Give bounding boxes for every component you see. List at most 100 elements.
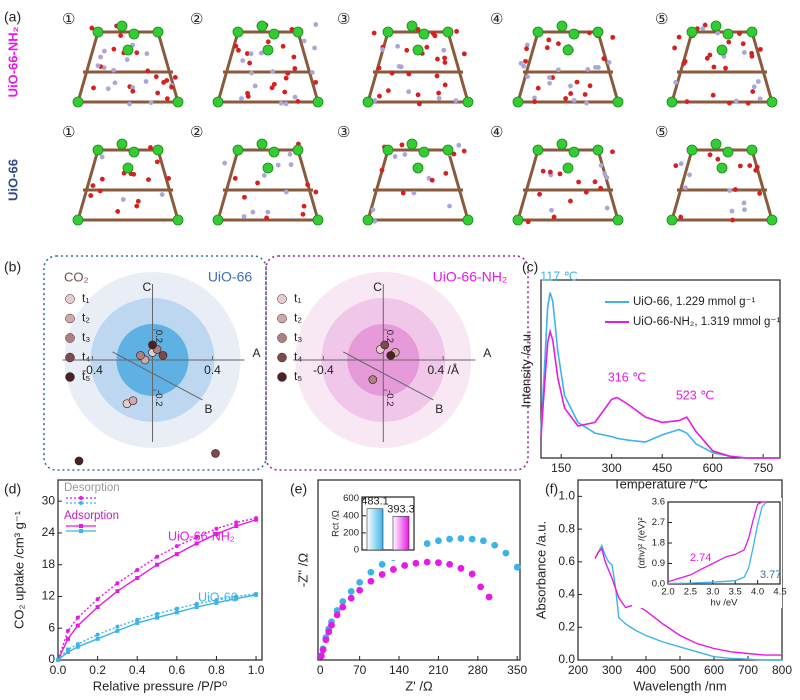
atom xyxy=(172,74,178,80)
atom xyxy=(442,60,448,65)
atom xyxy=(682,58,688,64)
atom xyxy=(532,99,538,105)
metal-node xyxy=(256,20,268,32)
metal-node xyxy=(406,138,418,150)
atom xyxy=(144,51,150,57)
metal-node xyxy=(256,138,268,150)
metal-node xyxy=(292,26,304,38)
y-tick-label: 0.6 xyxy=(558,554,575,568)
atom xyxy=(376,65,382,71)
atom xyxy=(582,92,588,97)
panel-label: (a) xyxy=(4,9,21,25)
atom xyxy=(740,41,746,47)
point xyxy=(356,578,364,586)
point xyxy=(389,566,397,573)
atom xyxy=(749,50,754,56)
marker xyxy=(214,532,219,536)
atom xyxy=(424,44,430,50)
atom xyxy=(593,64,598,70)
x-tick-label: 0.6 xyxy=(168,663,185,677)
marker xyxy=(174,610,179,615)
point xyxy=(380,340,390,350)
atom xyxy=(443,170,449,176)
atom xyxy=(521,63,527,69)
x-tick-label: 350 xyxy=(507,663,527,677)
atom xyxy=(264,215,270,221)
point xyxy=(347,594,355,602)
metal-node xyxy=(716,44,728,56)
atom xyxy=(130,88,136,94)
x-tick-label: 0.4 xyxy=(129,663,146,677)
atom xyxy=(395,43,401,49)
x-tick-label: 0.8 xyxy=(208,663,225,677)
point xyxy=(423,558,431,566)
row-label: UiO-66 xyxy=(5,159,20,201)
atom xyxy=(275,162,281,168)
legend-swatch xyxy=(65,333,75,343)
point xyxy=(367,577,375,585)
legend-marker xyxy=(79,496,83,500)
atom xyxy=(255,180,260,186)
metal-node xyxy=(442,26,454,38)
atom xyxy=(244,51,250,56)
marker xyxy=(95,597,100,602)
x-tick-label: 600 xyxy=(703,461,723,475)
metal-node xyxy=(406,20,418,32)
metal-node xyxy=(532,144,544,156)
atom xyxy=(280,43,286,49)
metal-node xyxy=(568,146,580,158)
point xyxy=(339,598,347,605)
x-tick-label: 2.0 xyxy=(661,587,674,598)
x-axis-label: hν /eV xyxy=(711,598,739,609)
atom xyxy=(673,80,679,85)
atom xyxy=(755,79,761,84)
legend-label: t₂ xyxy=(82,311,90,325)
atom xyxy=(726,100,732,106)
metal-node xyxy=(710,138,722,150)
marker xyxy=(155,554,160,559)
metal-node xyxy=(766,214,778,226)
atom xyxy=(380,47,385,52)
metal-node xyxy=(212,214,224,226)
y-tick-label: -0.2 xyxy=(153,390,164,406)
atom xyxy=(400,190,406,196)
point xyxy=(435,537,442,545)
atom xyxy=(270,69,276,74)
step-label: ① xyxy=(62,11,75,28)
point xyxy=(423,540,431,547)
atom xyxy=(155,90,161,96)
legend-marker xyxy=(79,524,83,528)
atom xyxy=(757,96,763,102)
atom xyxy=(535,85,541,91)
atom xyxy=(99,176,105,182)
marker xyxy=(254,517,259,522)
annotation: 523 ℃ xyxy=(676,388,714,402)
atom xyxy=(169,84,175,90)
atom xyxy=(145,68,151,74)
panel-label: (c) xyxy=(522,259,538,275)
y-tick-label: 0.9 xyxy=(652,558,665,569)
atom xyxy=(451,151,457,157)
atom xyxy=(571,97,577,103)
annotation: 3.77 xyxy=(760,569,781,581)
atom xyxy=(544,45,550,51)
y-tick-label: 12 xyxy=(42,589,56,603)
structure xyxy=(512,20,624,108)
metal-node xyxy=(128,28,140,40)
atom xyxy=(525,219,531,225)
metal-node xyxy=(172,96,184,108)
atom xyxy=(436,90,442,96)
atom xyxy=(389,70,395,76)
atom xyxy=(283,189,289,195)
atom xyxy=(606,59,612,65)
legend-swatch xyxy=(65,372,75,382)
atom xyxy=(434,73,440,79)
atom xyxy=(99,154,105,160)
metal-node xyxy=(232,26,244,38)
x-tick-label: 0.4 /Å xyxy=(427,362,458,377)
framework xyxy=(366,148,470,222)
structure xyxy=(666,138,778,226)
atom xyxy=(549,207,554,213)
